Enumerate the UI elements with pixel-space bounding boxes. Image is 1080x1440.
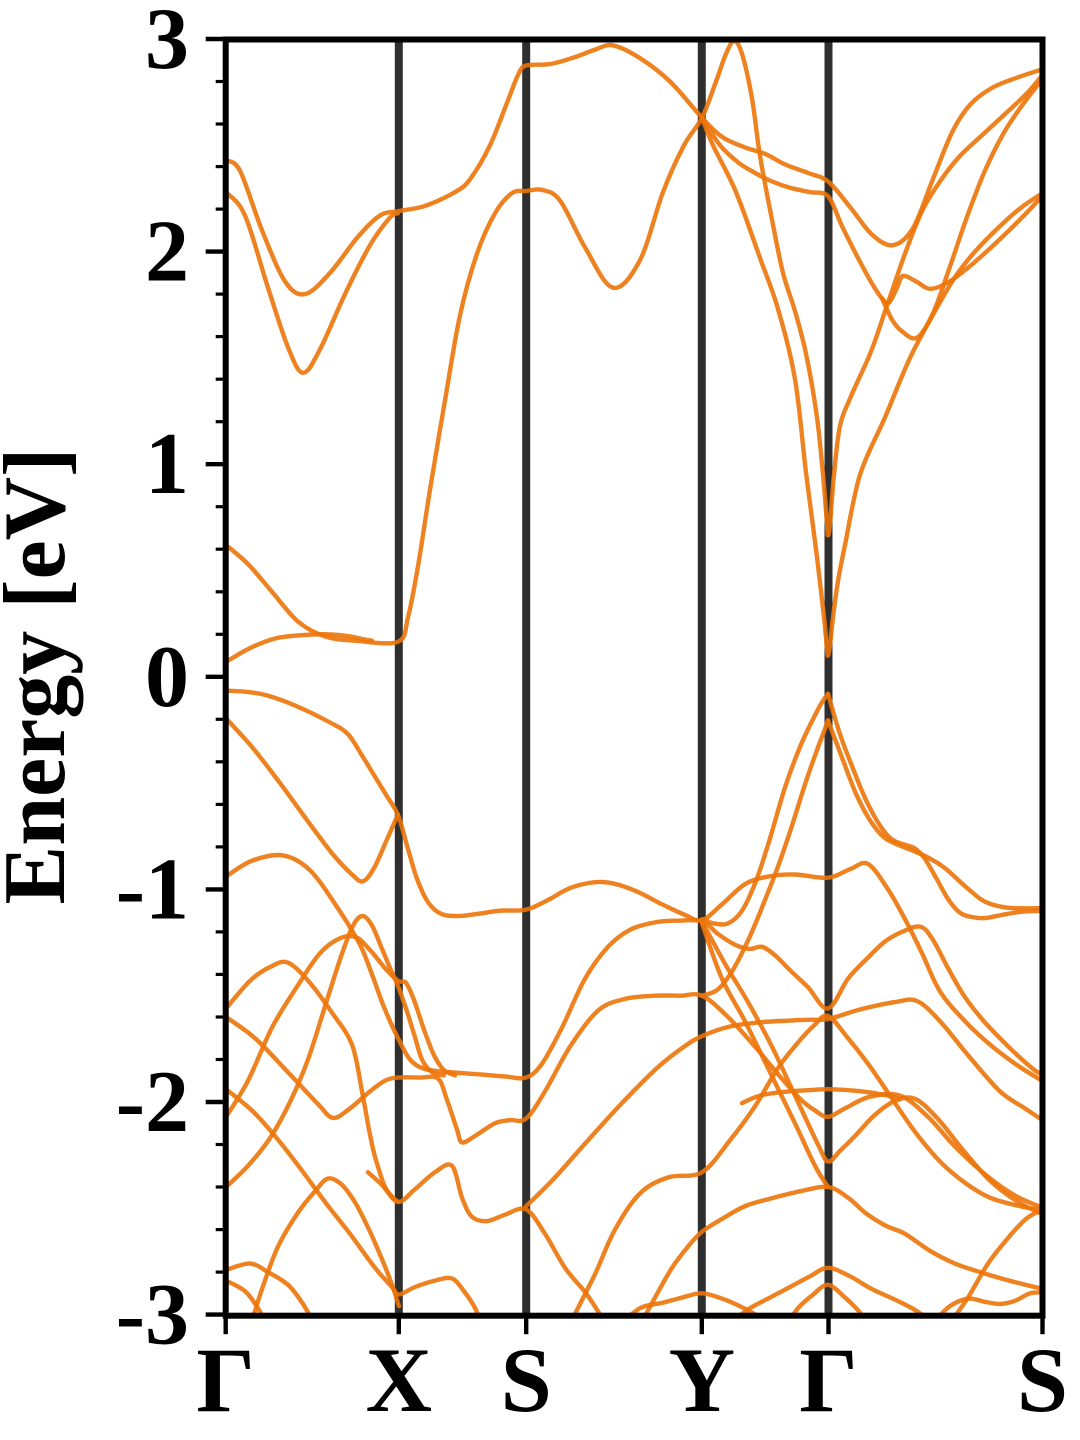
- svg-text:Energy [eV]: Energy [eV]: [0, 448, 84, 905]
- svg-text:-3: -3: [116, 1267, 189, 1364]
- svg-text:Y: Y: [669, 1329, 735, 1431]
- svg-text:2: 2: [145, 204, 189, 301]
- svg-text:3: 3: [145, 0, 189, 88]
- svg-text:1: 1: [145, 416, 189, 513]
- svg-text:S: S: [501, 1329, 552, 1431]
- svg-text:0: 0: [145, 629, 189, 726]
- svg-text:-2: -2: [116, 1054, 189, 1151]
- svg-text:-1: -1: [116, 841, 189, 938]
- svg-text:X: X: [366, 1329, 432, 1431]
- svg-text:Γ: Γ: [196, 1329, 255, 1431]
- svg-text:S: S: [1017, 1329, 1068, 1431]
- svg-text:Γ: Γ: [799, 1329, 858, 1431]
